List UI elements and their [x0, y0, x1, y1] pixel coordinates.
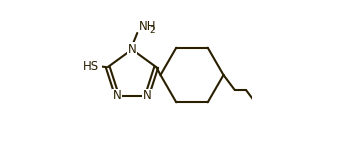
Text: HS: HS: [83, 60, 99, 73]
Text: N: N: [113, 89, 121, 102]
Text: 2: 2: [149, 26, 155, 35]
Text: N: N: [128, 43, 136, 56]
Text: N: N: [143, 89, 152, 102]
Text: NH: NH: [139, 20, 156, 33]
